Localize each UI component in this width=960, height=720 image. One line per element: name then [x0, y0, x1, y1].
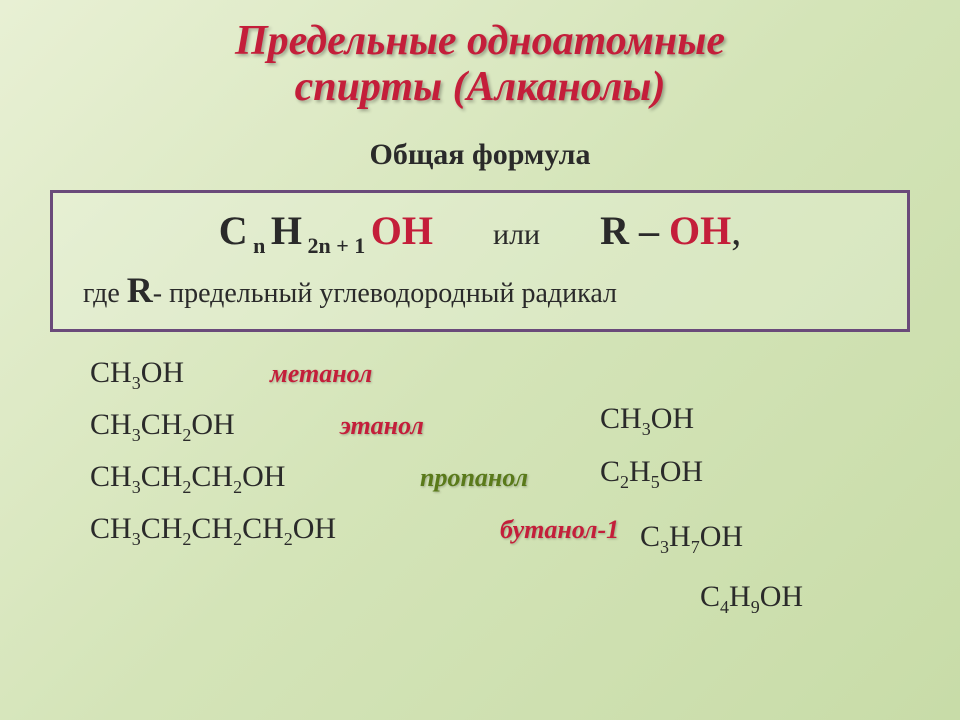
- desc-post: - предельный углеводородный радикал: [153, 278, 617, 309]
- formula-comma: ,: [731, 208, 741, 253]
- formula-or: или: [493, 218, 540, 251]
- slide-title: Предельные одноатомные спирты (Алканолы): [0, 0, 960, 110]
- formula-description: где R- предельный углеводородный радикал: [73, 269, 887, 311]
- compound-row: CH3CH2CH2OH пропанол: [90, 460, 900, 498]
- formula-n: n: [248, 233, 271, 258]
- title-line2: спирты (Алканолы): [295, 64, 666, 110]
- subtitle: Общая формула: [0, 138, 960, 172]
- formula-H: H: [271, 208, 302, 253]
- formula-R: R –: [600, 208, 669, 253]
- formula-box: C n H 2n + 1 OH или R – OH, где R- преде…: [50, 190, 910, 332]
- title-line1: Предельные одноатомные: [235, 18, 725, 64]
- desc-pre: где: [83, 278, 127, 309]
- compound-list: CH3OH метанол CH3CH2OH этанол CH3CH2CH2OH про…: [90, 356, 900, 550]
- formula-C: C: [219, 208, 248, 253]
- compound-name: этанол: [340, 411, 424, 441]
- molecular-formula: C3H7OH: [640, 520, 743, 558]
- compound-name: бутанол-1: [500, 515, 619, 545]
- formula-OH: OH: [371, 208, 433, 253]
- structural-formula: CH3CH2OH: [90, 408, 320, 446]
- molecular-formula: C2H5OH: [600, 455, 703, 493]
- formula-OH2: OH: [669, 208, 731, 253]
- compound-row: CH3OH метанол: [90, 356, 900, 394]
- formula-2n1: 2n + 1: [302, 233, 371, 258]
- compound-name: пропанол: [420, 463, 528, 493]
- desc-R: R: [127, 270, 153, 310]
- general-formula: C n H 2n + 1 OH или R – OH,: [73, 207, 887, 259]
- structural-formula: CH3OH: [90, 356, 250, 394]
- compound-row: CH3CH2OH этанол: [90, 408, 900, 446]
- molecular-formula: CH3OH: [600, 402, 694, 440]
- molecular-formula: C4H9OH: [700, 580, 803, 618]
- structural-formula: CH3CH2CH2CH2OH: [90, 512, 480, 550]
- structural-formula: CH3CH2CH2OH: [90, 460, 400, 498]
- compound-row: CH3CH2CH2CH2OH бутанол-1: [90, 512, 900, 550]
- compound-name: метанол: [270, 359, 372, 389]
